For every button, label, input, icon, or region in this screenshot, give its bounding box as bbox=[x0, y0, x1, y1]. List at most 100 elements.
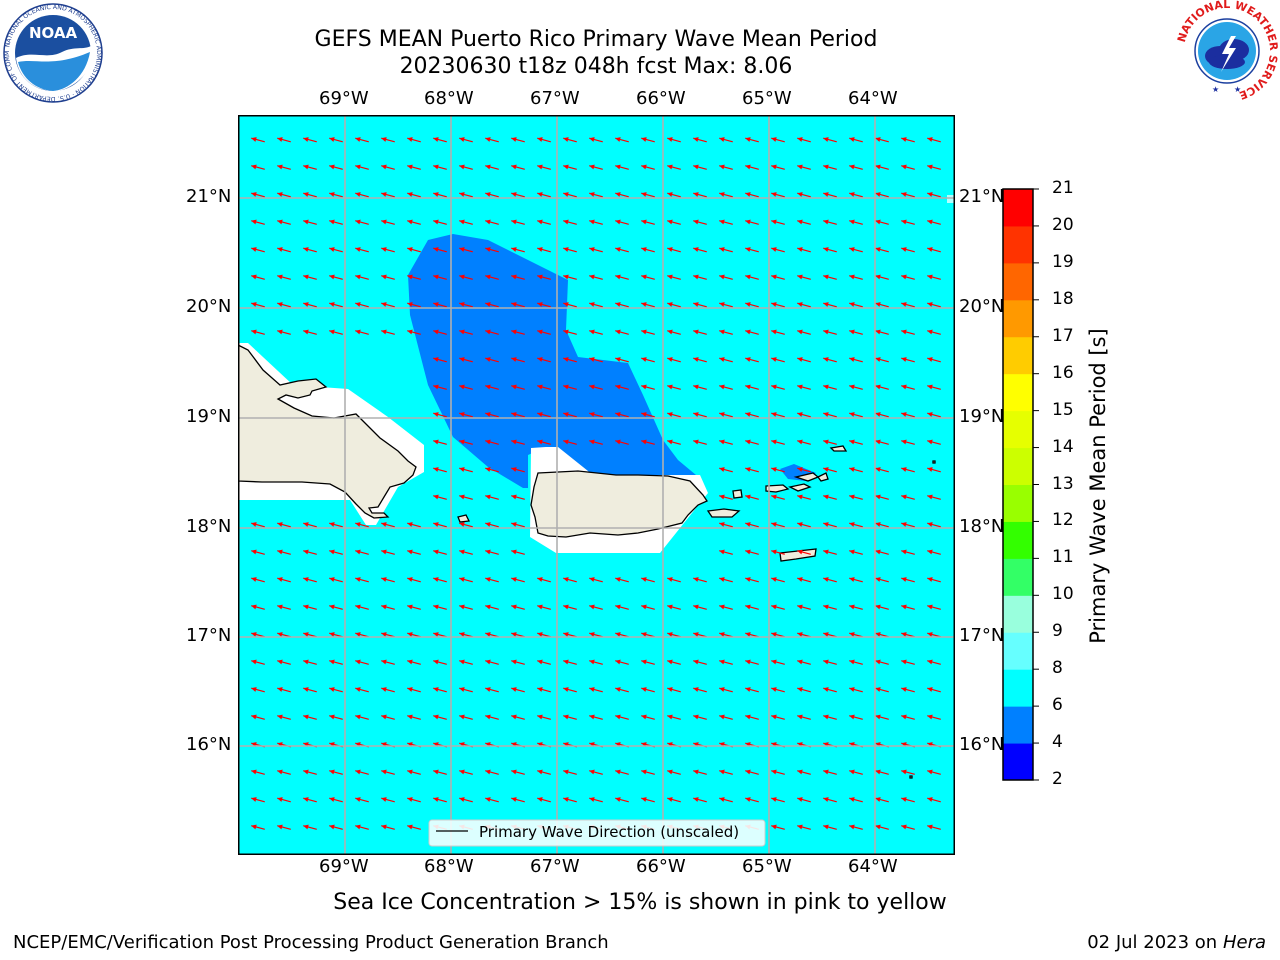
wave-arrow bbox=[875, 164, 889, 170]
wave-arrow bbox=[251, 714, 265, 720]
wave-arrow bbox=[329, 769, 343, 775]
wave-arrow bbox=[485, 302, 499, 308]
wave-arrow bbox=[771, 494, 785, 500]
wave-arrow bbox=[277, 137, 291, 143]
wave-arrow bbox=[511, 577, 525, 583]
wave-arrow bbox=[927, 494, 941, 500]
wave-arrow bbox=[615, 687, 629, 693]
wave-arrow bbox=[329, 274, 343, 280]
wave-arrow bbox=[563, 219, 577, 225]
lat-label-right-19n: 19°N bbox=[959, 406, 1005, 427]
wave-arrow bbox=[823, 604, 837, 610]
wave-arrow bbox=[537, 384, 551, 390]
wave-arrow bbox=[875, 329, 889, 335]
wave-arrow bbox=[771, 302, 785, 308]
wave-arrow bbox=[875, 769, 889, 775]
wave-arrow bbox=[693, 247, 707, 253]
wave-arrow bbox=[641, 192, 655, 198]
wave-arrow bbox=[641, 604, 655, 610]
wave-arrow bbox=[277, 549, 291, 555]
wave-arrow bbox=[381, 137, 395, 143]
wave-arrow bbox=[927, 412, 941, 418]
legend-label: Primary Wave Direction (unscaled) bbox=[479, 823, 739, 841]
wave-arrow bbox=[303, 797, 317, 803]
lat-label-right-20n: 20°N bbox=[959, 296, 1005, 317]
wave-arrow bbox=[875, 192, 889, 198]
wave-arrow bbox=[641, 357, 655, 363]
wave-arrow bbox=[459, 274, 473, 280]
wave-arrow bbox=[641, 439, 655, 445]
wave-arrow bbox=[433, 687, 447, 693]
wave-arrow bbox=[589, 412, 603, 418]
wave-arrow bbox=[615, 247, 629, 253]
colorbar-tick-label: 18 bbox=[1052, 288, 1074, 309]
wave-arrow bbox=[693, 797, 707, 803]
lat-label-left-18n: 18°N bbox=[186, 516, 232, 537]
wave-arrow bbox=[303, 604, 317, 610]
wave-arrow bbox=[823, 577, 837, 583]
wave-arrow bbox=[433, 137, 447, 143]
wave-arrow bbox=[797, 274, 811, 280]
wave-arrow bbox=[381, 687, 395, 693]
wave-arrow bbox=[511, 769, 525, 775]
wave-arrow bbox=[667, 577, 681, 583]
wave-arrow bbox=[485, 137, 499, 143]
wave-arrow bbox=[719, 219, 733, 225]
wave-arrow bbox=[563, 137, 577, 143]
lat-label-right-21n: 21°N bbox=[959, 186, 1005, 207]
wave-arrow bbox=[303, 219, 317, 225]
wave-arrow bbox=[485, 219, 499, 225]
wave-arrow bbox=[823, 467, 837, 473]
wave-arrow bbox=[355, 577, 369, 583]
wave-arrow bbox=[303, 329, 317, 335]
lon-label-top-69w: 69°W bbox=[319, 88, 369, 109]
colorbar-tick-label: 9 bbox=[1052, 621, 1063, 642]
wave-arrow bbox=[485, 329, 499, 335]
wave-arrow bbox=[433, 577, 447, 583]
wave-arrow bbox=[615, 302, 629, 308]
wave-arrow bbox=[745, 274, 759, 280]
wave-arrow bbox=[251, 164, 265, 170]
wave-arrow bbox=[277, 604, 291, 610]
wave-arrow bbox=[849, 192, 863, 198]
wave-arrow bbox=[667, 329, 681, 335]
wave-arrow bbox=[589, 577, 603, 583]
wave-arrow bbox=[251, 192, 265, 198]
wave-arrow bbox=[823, 549, 837, 555]
wave-arrow bbox=[745, 357, 759, 363]
lon-label-bottom-64w: 64°W bbox=[848, 856, 898, 877]
wave-arrow bbox=[407, 714, 421, 720]
wave-arrow bbox=[407, 192, 421, 198]
lon-label-top-64w: 64°W bbox=[848, 88, 898, 109]
wave-arrow bbox=[251, 549, 265, 555]
wave-arrow bbox=[771, 604, 785, 610]
wave-arrow bbox=[849, 137, 863, 143]
wave-arrow bbox=[563, 412, 577, 418]
wave-arrow bbox=[823, 384, 837, 390]
wave-arrow bbox=[901, 219, 915, 225]
wave-arrow bbox=[875, 137, 889, 143]
wave-arrow bbox=[329, 714, 343, 720]
lon-label-bottom-67w: 67°W bbox=[530, 856, 580, 877]
wave-arrow bbox=[849, 357, 863, 363]
wave-arrow bbox=[849, 219, 863, 225]
wave-arrow bbox=[407, 522, 421, 528]
wave-arrow bbox=[537, 192, 551, 198]
wave-arrow bbox=[355, 769, 369, 775]
wave-arrow bbox=[771, 797, 785, 803]
wave-arrow bbox=[823, 164, 837, 170]
wave-arrow bbox=[355, 522, 369, 528]
wave-arrow bbox=[875, 302, 889, 308]
wave-arrow bbox=[615, 357, 629, 363]
island-st-thomas bbox=[765, 484, 790, 493]
wave-arrow bbox=[667, 714, 681, 720]
wave-arrow bbox=[563, 164, 577, 170]
wave-arrow bbox=[693, 687, 707, 693]
lon-label-top-67w: 67°W bbox=[530, 88, 580, 109]
wave-arrow bbox=[459, 412, 473, 418]
lon-label-bottom-66w: 66°W bbox=[636, 856, 686, 877]
wave-arrow bbox=[589, 384, 603, 390]
wave-arrow bbox=[849, 412, 863, 418]
wave-arrow bbox=[849, 467, 863, 473]
colorbar-segment bbox=[1003, 669, 1033, 707]
